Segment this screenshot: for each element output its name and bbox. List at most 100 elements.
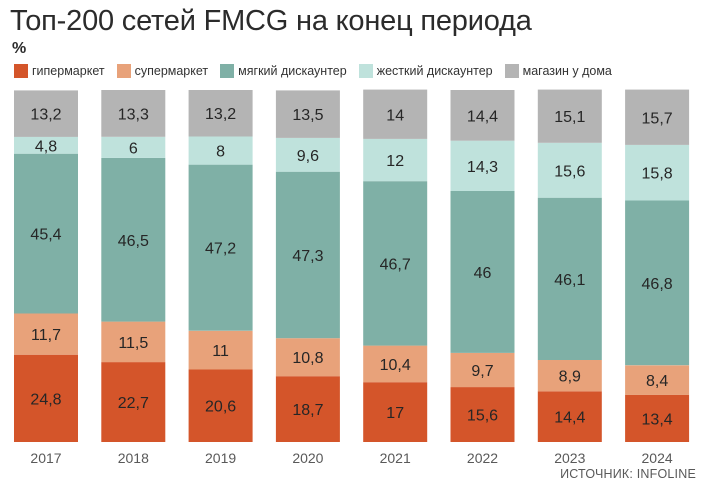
bar-segment (363, 138, 428, 182)
bar-segment (275, 376, 340, 442)
bar-segment (14, 153, 78, 314)
data-label: 13,5 (292, 107, 323, 124)
data-label: 13,2 (30, 107, 61, 124)
data-label: 11 (212, 343, 229, 360)
data-label: 24,8 (30, 391, 61, 408)
data-label: 22,7 (118, 395, 149, 412)
legend-item: магазин у дома (504, 64, 612, 78)
data-label: 18,7 (292, 402, 323, 419)
bar-segment (275, 137, 340, 172)
chart-title: Топ-200 сетей FMCG на конец периода (10, 5, 532, 37)
bar-segment (450, 352, 515, 387)
x-tick-label: 2023 (554, 450, 585, 466)
bar-segment (101, 136, 166, 158)
bar-segment (537, 391, 602, 442)
data-label: 4,8 (35, 138, 57, 155)
data-label: 13,4 (642, 411, 673, 428)
data-label: 47,2 (205, 241, 236, 258)
legend-label: гипермаркет (32, 64, 105, 78)
bar-segment (537, 89, 602, 143)
data-label: 6 (129, 140, 138, 157)
data-label: 15,6 (467, 408, 498, 425)
source-note: ИСТОЧНИК: INFOLINE (560, 467, 696, 481)
data-label: 45,4 (30, 227, 61, 244)
x-tick-label: 2017 (30, 450, 61, 466)
data-label: 11,5 (118, 335, 148, 352)
x-tick-label: 2021 (380, 450, 411, 466)
bar-segment (275, 338, 340, 377)
bar-segment (450, 140, 515, 191)
data-label: 13,3 (118, 106, 149, 123)
data-label: 14,4 (554, 410, 585, 427)
bar-segment (188, 164, 253, 331)
data-label: 47,3 (292, 248, 323, 265)
data-label: 15,7 (642, 110, 673, 127)
legend-item: мягкий дискаунтер (220, 64, 347, 78)
data-label: 46,7 (380, 256, 411, 273)
bar-segment (14, 90, 78, 137)
bar-segment (363, 89, 428, 139)
bar-segment (625, 200, 690, 366)
bar-segment (101, 157, 166, 322)
bar-segment (363, 382, 428, 442)
data-label: 15,6 (554, 163, 585, 180)
bar-segment (537, 360, 602, 392)
data-label: 46,1 (554, 272, 585, 289)
data-label: 12 (386, 153, 404, 170)
bar-segment (450, 90, 515, 141)
data-label: 13,2 (205, 106, 236, 123)
x-tick-label: 2019 (205, 450, 236, 466)
bar-segment (101, 321, 166, 363)
bar-segment (537, 142, 602, 198)
legend-swatch (116, 64, 131, 78)
data-label: 11,7 (31, 327, 61, 344)
legend-label: магазин у дома (522, 64, 612, 78)
bar-segment (625, 394, 690, 442)
bar-segment (363, 345, 428, 383)
data-label: 10,8 (292, 350, 323, 367)
x-tick-label: 2024 (642, 450, 673, 466)
data-label: 46,5 (118, 233, 149, 250)
legend-swatch (14, 64, 28, 78)
bar-segment (14, 313, 78, 355)
bar-segment (625, 89, 690, 145)
data-label: 14 (386, 107, 404, 124)
legend-swatch (504, 64, 519, 78)
legend-label: мягкий дискаунтер (238, 64, 347, 78)
bar-segment (14, 136, 78, 154)
legend-label: супермаркет (134, 64, 209, 78)
data-label: 8,9 (559, 369, 581, 386)
legend-label: жесткий дискаунтер (376, 64, 493, 78)
x-tick-label: 2022 (467, 450, 498, 466)
data-label: 46,8 (642, 276, 673, 293)
data-label: 9,6 (297, 148, 319, 165)
data-label: 9,7 (471, 363, 493, 380)
unit-label: % (12, 40, 27, 57)
bar-segment (101, 90, 166, 137)
bar-segment (14, 354, 78, 442)
data-label: 20,6 (205, 399, 236, 416)
data-label: 46 (474, 265, 492, 282)
bar-segment (363, 181, 428, 346)
bar-segment (188, 90, 253, 137)
data-label: 15,8 (642, 166, 673, 183)
data-label: 10,4 (380, 357, 411, 374)
legend: гипермаркет супермаркет мягкий дискаунтер ж… (14, 62, 624, 80)
bar-segment (188, 369, 253, 442)
bar-segment (450, 191, 515, 353)
bar-segment (625, 365, 690, 395)
data-label: 17 (386, 405, 404, 422)
x-tick-label: 2018 (118, 450, 149, 466)
bar-segment (188, 136, 253, 165)
data-label: 14,4 (467, 108, 498, 125)
x-tick-label: 2020 (292, 450, 323, 466)
data-label: 8,4 (646, 373, 668, 390)
data-label: 15,1 (554, 109, 585, 126)
bar-segment (275, 90, 340, 138)
bar-segment (188, 330, 253, 370)
bar-segment (625, 144, 690, 201)
data-label: 14,3 (467, 159, 498, 176)
legend-item: супермаркет (116, 64, 209, 78)
bar-segment (101, 362, 166, 442)
